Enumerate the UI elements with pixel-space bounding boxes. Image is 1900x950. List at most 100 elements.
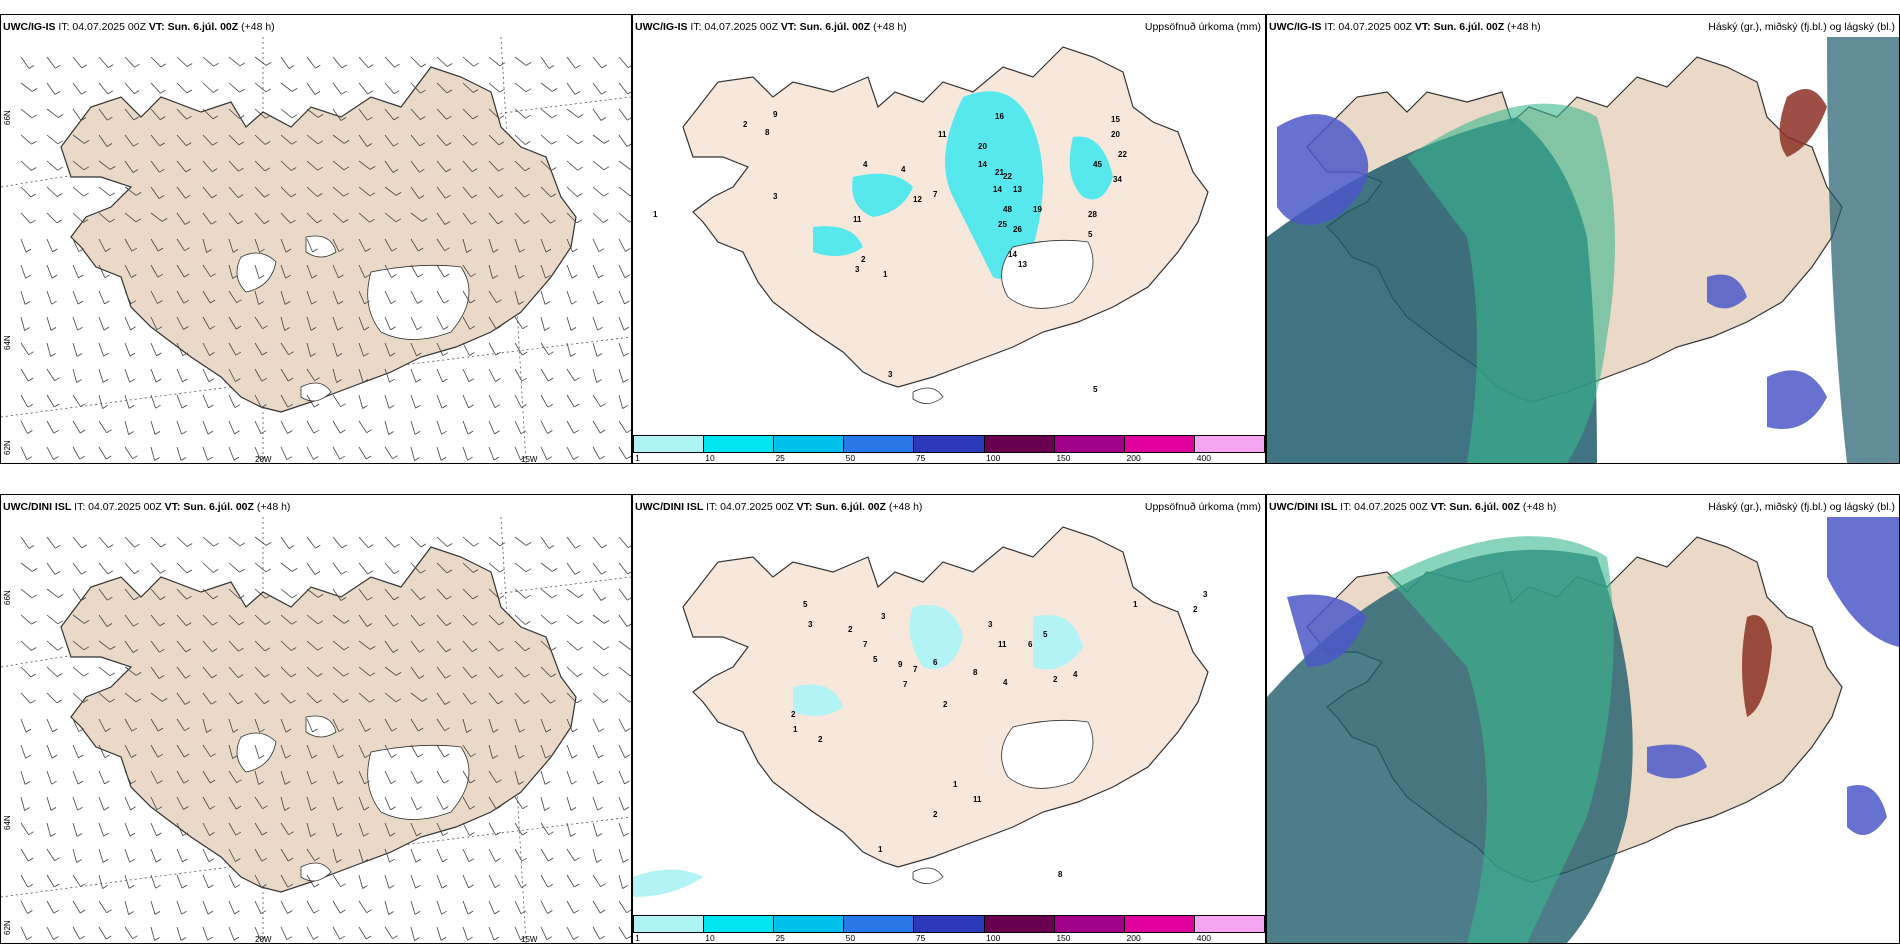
colorbar-swatch <box>1124 436 1195 452</box>
wind-barb <box>358 770 370 785</box>
wind-barb <box>566 744 578 759</box>
wind-barb <box>436 368 448 383</box>
wind-barb <box>72 290 84 305</box>
wind-barb <box>358 56 374 68</box>
wind-barb <box>384 394 395 409</box>
wind-barb <box>176 874 188 889</box>
precip-value: 6 <box>933 658 938 667</box>
wind-barb <box>228 874 241 889</box>
wind-barb <box>566 186 583 197</box>
wind-barb <box>540 342 554 356</box>
wind-barb <box>280 562 298 572</box>
wind-barb <box>592 848 602 863</box>
wind-barb <box>462 186 478 199</box>
wind-barb <box>384 718 398 732</box>
wind-barb <box>124 640 139 653</box>
precip-value: 1 <box>653 210 658 219</box>
wind-barb <box>202 134 218 146</box>
wind-barb <box>566 420 580 434</box>
wind-barb <box>150 446 160 461</box>
precip-value: 6 <box>1028 640 1033 649</box>
wind-barb <box>358 666 376 677</box>
wind-barb <box>514 160 531 172</box>
wind-barb <box>358 290 370 305</box>
wind-barb <box>540 848 554 862</box>
wind-barb <box>228 822 242 836</box>
wind-barb <box>410 446 420 461</box>
wind-barb <box>72 900 86 914</box>
wind-barb <box>280 640 297 651</box>
wind-barb <box>150 134 166 147</box>
wind-barb <box>436 316 449 330</box>
wind-barb <box>306 822 316 837</box>
panel-header: UWC/DINI ISL IT: 04.07.2025 00Z VT: Sun.… <box>3 501 291 513</box>
wind-barb <box>488 212 504 225</box>
wind-barb <box>176 536 193 547</box>
wind-barb <box>254 394 267 408</box>
iceland-land <box>682 526 1209 868</box>
wind-barb <box>384 160 399 173</box>
wind-barb <box>20 640 37 651</box>
wind-barb <box>280 342 294 356</box>
wind-barb <box>306 848 320 862</box>
wind-barb <box>72 848 82 863</box>
wind-barb <box>124 900 134 915</box>
precip-value: 2 <box>848 625 853 634</box>
wind-barb <box>436 822 449 837</box>
wind-barb <box>72 160 90 171</box>
wind-barb <box>98 316 110 331</box>
wind-barb <box>46 718 58 733</box>
wind-barb <box>228 770 242 784</box>
cloud-map <box>1267 37 1899 463</box>
precip-value: 14 <box>978 160 987 169</box>
wind-barb <box>332 562 347 575</box>
wind-barb <box>332 212 349 223</box>
wind-barb <box>332 770 344 785</box>
wind-barb <box>618 394 628 409</box>
wind-barb <box>436 420 447 435</box>
wind-barb <box>436 536 453 547</box>
wind-barb <box>254 536 272 546</box>
wind-barb <box>72 394 86 408</box>
wind-barb <box>306 926 319 940</box>
precip-panel-dini: UWC/DINI ISL IT: 04.07.2025 00Z VT: Sun.… <box>632 494 1266 944</box>
wind-barb <box>228 238 239 253</box>
wind-barb <box>150 614 166 627</box>
wind-barb <box>436 290 450 304</box>
wind-barb <box>124 796 136 811</box>
wind-barb <box>150 796 163 811</box>
wind-barb <box>150 160 165 173</box>
wind-barb <box>306 368 320 382</box>
wind-barb <box>358 536 374 548</box>
wind-barb <box>384 420 394 435</box>
wind-barb <box>46 692 63 704</box>
wind-barb <box>410 108 426 120</box>
wind-barb <box>46 82 61 95</box>
wind-barb <box>280 56 295 69</box>
precip-value: 4 <box>1003 678 1008 687</box>
precip-value: 8 <box>1058 870 1063 879</box>
wind-barb <box>410 796 423 811</box>
wind-barb <box>358 212 375 223</box>
wind-barb <box>540 640 557 651</box>
wind-barb <box>436 238 450 252</box>
wind-barb <box>436 212 451 225</box>
wind-barb <box>228 316 242 330</box>
wind-barb <box>332 588 347 601</box>
wind-barb <box>46 640 63 651</box>
wind-barb <box>488 238 499 253</box>
wind-barb <box>566 134 584 145</box>
wind-barb <box>72 536 88 549</box>
wind-barb <box>488 316 502 330</box>
wind-barbs <box>20 56 631 461</box>
wind-barb <box>202 536 219 547</box>
wind-barb <box>618 588 631 601</box>
colorbar-tick: 200 <box>1126 453 1141 463</box>
wind-barb <box>488 342 502 356</box>
wind-barb <box>410 212 428 222</box>
wind-barb <box>514 718 525 733</box>
wind-barb <box>566 666 583 677</box>
precip-value: 5 <box>1043 630 1048 639</box>
wind-barb <box>20 316 30 331</box>
wind-barb <box>20 562 38 572</box>
